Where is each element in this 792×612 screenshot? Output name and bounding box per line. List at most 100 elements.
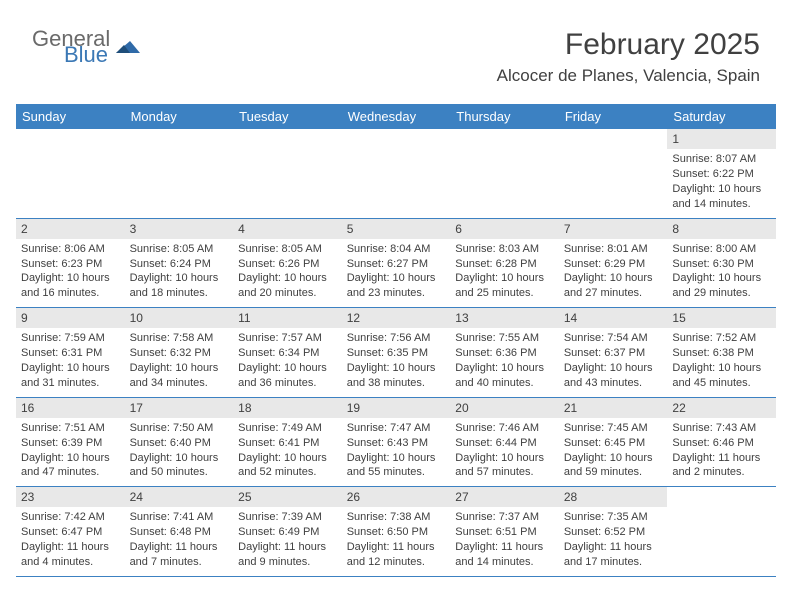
day-detail-line: Sunrise: 7:57 AM <box>238 331 337 346</box>
day-number: 14 <box>559 308 668 328</box>
day-detail-line: Sunset: 6:39 PM <box>21 436 120 451</box>
day-detail-line: Sunrise: 7:52 AM <box>672 331 771 346</box>
day-detail-line: Daylight: 10 hours and 40 minutes. <box>455 361 554 391</box>
day-detail-line: Daylight: 10 hours and 50 minutes. <box>130 451 229 481</box>
day-number: 20 <box>450 398 559 418</box>
day-detail-line: Sunset: 6:37 PM <box>564 346 663 361</box>
header: General Blue February 2025 Alcocer de Pl… <box>0 0 792 96</box>
weekday-header: Tuesday <box>233 104 342 129</box>
day-detail-line: Daylight: 11 hours and 2 minutes. <box>672 451 771 481</box>
day-detail-line: Daylight: 10 hours and 25 minutes. <box>455 271 554 301</box>
day-detail-line: Sunrise: 7:45 AM <box>564 421 663 436</box>
day-number: 22 <box>667 398 776 418</box>
calendar-body: 1Sunrise: 8:07 AMSunset: 6:22 PMDaylight… <box>16 129 776 577</box>
weekday-header: Monday <box>125 104 234 129</box>
day-detail-line: Sunset: 6:23 PM <box>21 257 120 272</box>
day-detail-line: Daylight: 10 hours and 43 minutes. <box>564 361 663 391</box>
day-cell <box>342 129 451 218</box>
day-detail-line: Sunset: 6:26 PM <box>238 257 337 272</box>
day-cell: 24Sunrise: 7:41 AMSunset: 6:48 PMDayligh… <box>125 487 234 576</box>
day-detail-line: Daylight: 10 hours and 57 minutes. <box>455 451 554 481</box>
week-row: 2Sunrise: 8:06 AMSunset: 6:23 PMDaylight… <box>16 219 776 309</box>
day-detail-line: Sunrise: 7:47 AM <box>347 421 446 436</box>
day-number: 5 <box>342 219 451 239</box>
day-number: 3 <box>125 219 234 239</box>
day-cell: 23Sunrise: 7:42 AMSunset: 6:47 PMDayligh… <box>16 487 125 576</box>
day-detail-line: Sunrise: 7:42 AM <box>21 510 120 525</box>
day-number: 4 <box>233 219 342 239</box>
day-number: 1 <box>667 129 776 149</box>
day-detail-line: Sunset: 6:40 PM <box>130 436 229 451</box>
day-detail-line: Sunrise: 8:01 AM <box>564 242 663 257</box>
day-number: 19 <box>342 398 451 418</box>
day-detail-line: Sunrise: 7:38 AM <box>347 510 446 525</box>
day-detail-line: Sunset: 6:46 PM <box>672 436 771 451</box>
day-cell: 10Sunrise: 7:58 AMSunset: 6:32 PMDayligh… <box>125 308 234 397</box>
day-cell <box>233 129 342 218</box>
day-detail-line: Sunrise: 7:35 AM <box>564 510 663 525</box>
day-detail-line: Sunset: 6:52 PM <box>564 525 663 540</box>
day-detail-line: Daylight: 10 hours and 31 minutes. <box>21 361 120 391</box>
day-number: 26 <box>342 487 451 507</box>
week-row: 16 Sunrise: 7:51 AMSunset: 6:39 PM Dayligh… <box>16 398 776 488</box>
day-cell: 12Sunrise: 7:56 AMSunset: 6:35 PMDayligh… <box>342 308 451 397</box>
day-detail-line: Sunrise: 7:59 AM <box>21 331 120 346</box>
day-number <box>16 129 125 133</box>
day-number: 27 <box>450 487 559 507</box>
day-number <box>342 129 451 133</box>
day-detail-line: Sunrise: 7:39 AM <box>238 510 337 525</box>
day-cell: 4Sunrise: 8:05 AMSunset: 6:26 PMDaylight… <box>233 219 342 308</box>
day-detail-line: Sunset: 6:35 PM <box>347 346 446 361</box>
day-number: 28 <box>559 487 668 507</box>
day-number: 21 <box>559 398 668 418</box>
day-cell: 17Sunrise: 7:50 AMSunset: 6:40 PMDayligh… <box>125 398 234 487</box>
day-cell: 20Sunrise: 7:46 AMSunset: 6:44 PMDayligh… <box>450 398 559 487</box>
week-row: 1Sunrise: 8:07 AMSunset: 6:22 PMDaylight… <box>16 129 776 219</box>
logo: General Blue <box>32 28 142 66</box>
day-detail-line: Sunset: 6:50 PM <box>347 525 446 540</box>
day-detail-line: Sunset: 6:51 PM <box>455 525 554 540</box>
day-detail-line: Sunset: 6:36 PM <box>455 346 554 361</box>
day-cell: 18Sunrise: 7:49 AMSunset: 6:41 PMDayligh… <box>233 398 342 487</box>
day-cell <box>559 129 668 218</box>
day-detail-line: Sunrise: 7:50 AM <box>130 421 229 436</box>
day-detail-line: Daylight: 10 hours and 36 minutes. <box>238 361 337 391</box>
day-detail-line: Sunrise: 7:51 AM <box>21 421 120 436</box>
day-detail-line: Daylight: 11 hours and 12 minutes. <box>347 540 446 570</box>
day-detail-line: Sunrise: 7:46 AM <box>455 421 554 436</box>
day-detail-line: Sunrise: 8:00 AM <box>672 242 771 257</box>
day-detail-line: Daylight: 11 hours and 4 minutes. <box>21 540 120 570</box>
day-number: 12 <box>342 308 451 328</box>
weekday-header: Wednesday <box>342 104 451 129</box>
day-detail-line: Daylight: 10 hours and 45 minutes. <box>672 361 771 391</box>
day-cell: 19Sunrise: 7:47 AMSunset: 6:43 PMDayligh… <box>342 398 451 487</box>
day-cell: 1Sunrise: 8:07 AMSunset: 6:22 PMDaylight… <box>667 129 776 218</box>
day-number: 13 <box>450 308 559 328</box>
day-cell: 21Sunrise: 7:45 AMSunset: 6:45 PMDayligh… <box>559 398 668 487</box>
day-cell: 2Sunrise: 8:06 AMSunset: 6:23 PMDaylight… <box>16 219 125 308</box>
day-detail-line: Sunrise: 7:49 AM <box>238 421 337 436</box>
day-cell: 13Sunrise: 7:55 AMSunset: 6:36 PMDayligh… <box>450 308 559 397</box>
day-detail-line: Daylight: 10 hours and 52 minutes. <box>238 451 337 481</box>
day-number <box>450 129 559 133</box>
day-detail-line: Sunset: 6:32 PM <box>130 346 229 361</box>
day-detail-line: Daylight: 11 hours and 14 minutes. <box>455 540 554 570</box>
day-number: 24 <box>125 487 234 507</box>
day-cell: 9Sunrise: 7:59 AMSunset: 6:31 PMDaylight… <box>16 308 125 397</box>
day-cell: 5Sunrise: 8:04 AMSunset: 6:27 PMDaylight… <box>342 219 451 308</box>
day-detail-line: Daylight: 10 hours and 27 minutes. <box>564 271 663 301</box>
day-cell <box>667 487 776 576</box>
weekday-header: Saturday <box>667 104 776 129</box>
location-label: Alcocer de Planes, Valencia, Spain <box>497 66 760 86</box>
day-detail-line: Daylight: 10 hours and 34 minutes. <box>130 361 229 391</box>
day-detail-line: Sunrise: 8:06 AM <box>21 242 120 257</box>
day-detail-line: Sunrise: 8:04 AM <box>347 242 446 257</box>
day-cell: 14Sunrise: 7:54 AMSunset: 6:37 PMDayligh… <box>559 308 668 397</box>
page-title: February 2025 <box>497 28 760 62</box>
day-detail-line: Sunset: 6:24 PM <box>130 257 229 272</box>
day-number: 16 <box>16 398 125 418</box>
day-cell: 22Sunrise: 7:43 AMSunset: 6:46 PMDayligh… <box>667 398 776 487</box>
day-cell: 6Sunrise: 8:03 AMSunset: 6:28 PMDaylight… <box>450 219 559 308</box>
day-cell: 8Sunrise: 8:00 AMSunset: 6:30 PMDaylight… <box>667 219 776 308</box>
day-detail-line: Sunset: 6:30 PM <box>672 257 771 272</box>
